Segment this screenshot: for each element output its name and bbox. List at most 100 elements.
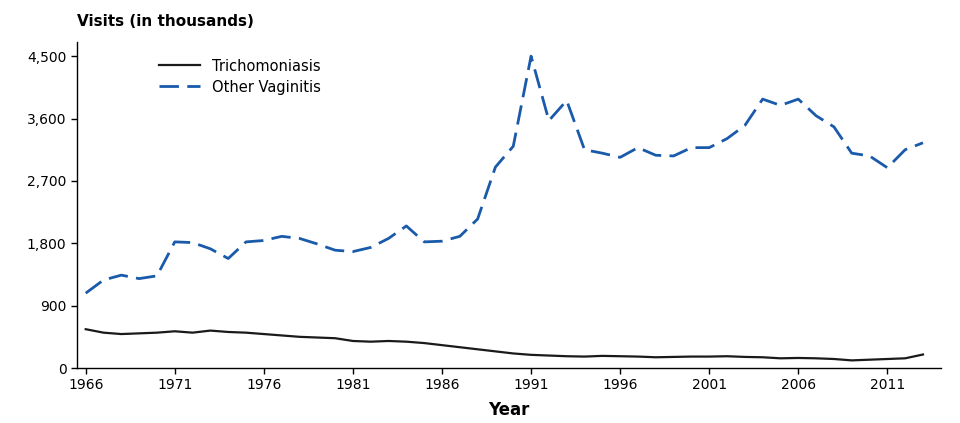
Other Vaginitis xyxy=(668,154,680,159)
Other Vaginitis xyxy=(775,103,786,108)
Trichomoniasis xyxy=(596,353,608,358)
Trichomoniasis xyxy=(400,339,412,344)
Other Vaginitis xyxy=(543,118,555,123)
Legend: Trichomoniasis, Other Vaginitis: Trichomoniasis, Other Vaginitis xyxy=(154,53,326,101)
Trichomoniasis xyxy=(525,352,537,357)
Trichomoniasis xyxy=(204,328,216,333)
Trichomoniasis xyxy=(633,354,644,359)
Other Vaginitis xyxy=(756,96,768,102)
Trichomoniasis xyxy=(240,330,252,335)
Trichomoniasis xyxy=(900,356,911,361)
Trichomoniasis xyxy=(312,335,324,340)
Trichomoniasis xyxy=(152,330,163,335)
Other Vaginitis xyxy=(152,273,163,278)
Other Vaginitis xyxy=(508,144,519,149)
Other Vaginitis xyxy=(596,151,608,156)
Other Vaginitis xyxy=(864,154,876,159)
Trichomoniasis xyxy=(704,354,715,359)
Other Vaginitis xyxy=(828,124,840,129)
Other Vaginitis xyxy=(633,145,644,150)
Other Vaginitis xyxy=(650,153,661,158)
Other Vaginitis xyxy=(704,145,715,150)
Other Vaginitis xyxy=(561,98,572,103)
Trichomoniasis xyxy=(436,343,447,348)
Trichomoniasis xyxy=(258,332,270,337)
Other Vaginitis xyxy=(187,240,199,245)
Trichomoniasis xyxy=(472,347,484,352)
Trichomoniasis xyxy=(276,333,287,338)
Line: Other Vaginitis: Other Vaginitis xyxy=(85,56,923,293)
Trichomoniasis xyxy=(756,355,768,360)
Trichomoniasis xyxy=(187,330,199,335)
Trichomoniasis xyxy=(508,351,519,356)
Other Vaginitis xyxy=(204,246,216,251)
Trichomoniasis xyxy=(864,357,876,362)
Other Vaginitis xyxy=(436,239,447,244)
Other Vaginitis xyxy=(490,165,501,170)
Other Vaginitis xyxy=(240,239,252,244)
Other Vaginitis xyxy=(98,277,109,283)
Other Vaginitis xyxy=(793,96,804,102)
Trichomoniasis xyxy=(579,354,590,359)
Other Vaginitis xyxy=(846,151,857,156)
Other Vaginitis xyxy=(685,145,697,150)
Other Vaginitis xyxy=(329,247,341,253)
Other Vaginitis xyxy=(276,234,287,239)
Other Vaginitis xyxy=(383,236,395,241)
Other Vaginitis xyxy=(881,165,893,170)
Trichomoniasis xyxy=(365,339,376,344)
Line: Trichomoniasis: Trichomoniasis xyxy=(85,329,923,360)
Trichomoniasis xyxy=(793,355,804,360)
Trichomoniasis xyxy=(294,334,305,339)
Text: Visits (in thousands): Visits (in thousands) xyxy=(77,14,253,29)
Trichomoniasis xyxy=(490,349,501,354)
Trichomoniasis xyxy=(329,336,341,341)
Other Vaginitis xyxy=(80,291,91,296)
Other Vaginitis xyxy=(900,147,911,152)
Other Vaginitis xyxy=(810,113,822,118)
Trichomoniasis xyxy=(133,331,145,336)
Trichomoniasis xyxy=(419,341,430,346)
Other Vaginitis xyxy=(348,249,359,254)
Other Vaginitis xyxy=(400,223,412,228)
Other Vaginitis xyxy=(739,123,751,128)
X-axis label: Year: Year xyxy=(488,401,530,419)
Trichomoniasis xyxy=(115,332,127,337)
Trichomoniasis xyxy=(348,338,359,343)
Trichomoniasis xyxy=(454,345,466,350)
Other Vaginitis xyxy=(115,272,127,277)
Trichomoniasis xyxy=(543,353,555,358)
Other Vaginitis xyxy=(472,217,484,222)
Other Vaginitis xyxy=(614,155,626,160)
Trichomoniasis xyxy=(98,330,109,335)
Trichomoniasis xyxy=(223,330,234,335)
Trichomoniasis xyxy=(169,329,180,334)
Other Vaginitis xyxy=(721,136,732,141)
Other Vaginitis xyxy=(917,140,928,146)
Other Vaginitis xyxy=(579,147,590,152)
Trichomoniasis xyxy=(668,354,680,360)
Trichomoniasis xyxy=(685,354,697,359)
Other Vaginitis xyxy=(365,245,376,250)
Trichomoniasis xyxy=(881,357,893,362)
Other Vaginitis xyxy=(133,276,145,281)
Trichomoniasis xyxy=(775,356,786,361)
Trichomoniasis xyxy=(80,327,91,332)
Other Vaginitis xyxy=(294,236,305,241)
Trichomoniasis xyxy=(650,355,661,360)
Trichomoniasis xyxy=(846,358,857,363)
Trichomoniasis xyxy=(614,354,626,359)
Other Vaginitis xyxy=(258,238,270,243)
Trichomoniasis xyxy=(721,354,732,359)
Other Vaginitis xyxy=(454,234,466,239)
Trichomoniasis xyxy=(383,338,395,343)
Trichomoniasis xyxy=(828,357,840,362)
Other Vaginitis xyxy=(312,242,324,247)
Trichomoniasis xyxy=(917,352,928,357)
Trichomoniasis xyxy=(561,354,572,359)
Trichomoniasis xyxy=(810,356,822,361)
Other Vaginitis xyxy=(525,54,537,59)
Other Vaginitis xyxy=(419,239,430,244)
Other Vaginitis xyxy=(223,256,234,261)
Other Vaginitis xyxy=(169,239,180,244)
